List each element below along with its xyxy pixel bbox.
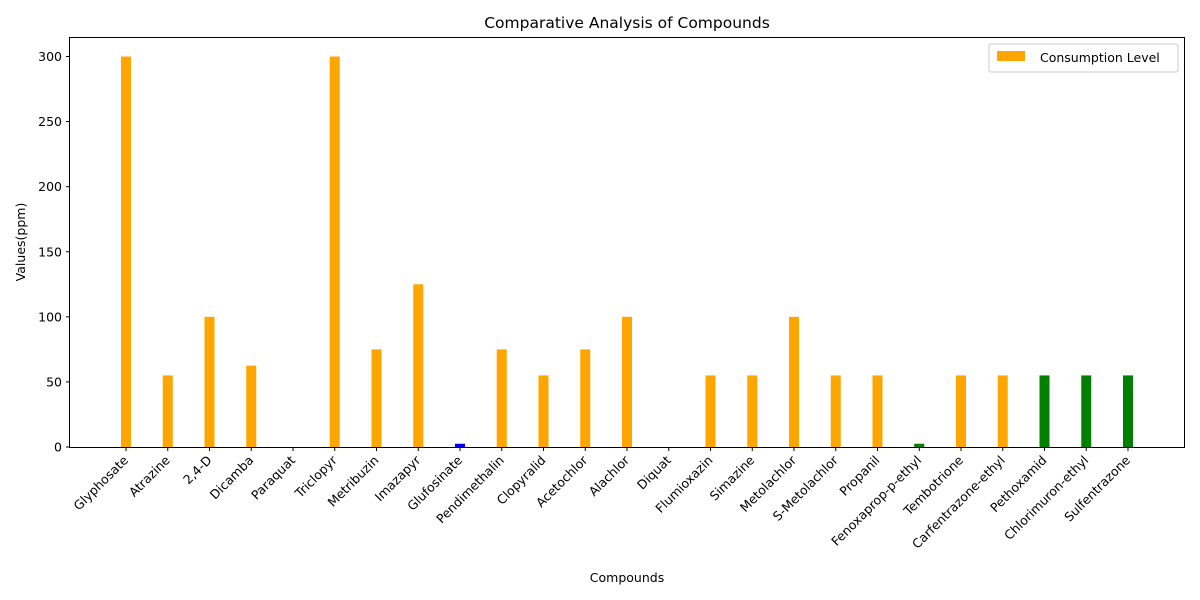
y-tick-label: 100 xyxy=(38,309,62,324)
bar-glyphosate xyxy=(121,56,131,448)
bar-dicamba xyxy=(246,365,257,447)
bar-tembotrione xyxy=(956,375,966,447)
y-axis-label: Values(ppm) xyxy=(13,203,28,282)
bar-clopyralid xyxy=(538,375,549,447)
y-tick-label: 50 xyxy=(46,374,62,389)
legend-box xyxy=(988,43,1179,73)
bar-atrazine xyxy=(162,375,173,447)
y-axis-ticks: 0 50 100 150 200 250 300 xyxy=(38,49,70,455)
bar-flumioxazin xyxy=(705,375,716,447)
bar-pendimethalin xyxy=(496,349,507,447)
chart-title: Comparative Analysis of Compounds xyxy=(484,14,770,32)
bar-simazine xyxy=(747,375,758,447)
legend: Consumption Level xyxy=(988,43,1179,73)
bar-2-4-d xyxy=(204,316,215,447)
plot-frame xyxy=(69,37,1185,448)
bar-alachlor xyxy=(622,316,632,447)
y-tick-label: 300 xyxy=(38,49,62,64)
y-tick-label: 200 xyxy=(38,179,62,194)
bar-chlorimuron-ethyl xyxy=(1081,375,1092,447)
bar-triclopyr xyxy=(329,56,340,448)
bar-acetochlor xyxy=(580,349,591,447)
legend-label: Consumption Level xyxy=(1040,50,1160,65)
legend-swatch xyxy=(997,51,1025,61)
y-tick-label: 250 xyxy=(38,114,62,129)
bar-sulfentrazone xyxy=(1123,375,1133,447)
bar-metribuzin xyxy=(371,349,382,447)
bars-group xyxy=(121,56,1133,448)
bar-fenoxaprop-p-ethyl xyxy=(914,443,925,447)
bar-propanil xyxy=(872,375,883,447)
bar-s-metolachlor xyxy=(830,375,841,447)
y-tick-label: 150 xyxy=(38,244,62,259)
bar-pethoxamid xyxy=(1039,375,1050,447)
bar-glufosinate xyxy=(455,443,465,447)
bar-carfentrazone-ethyl xyxy=(997,375,1008,447)
y-tick-label: 0 xyxy=(54,440,62,455)
bar-imazapyr xyxy=(413,284,424,447)
x-axis-label: Compounds xyxy=(590,570,664,585)
bar-metolachlor xyxy=(789,316,799,447)
